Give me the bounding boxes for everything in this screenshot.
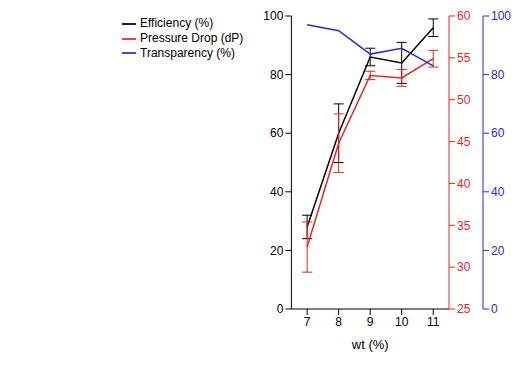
svg-text:9: 9: [367, 315, 374, 329]
svg-text:60: 60: [457, 9, 471, 23]
svg-text:40: 40: [270, 185, 284, 199]
html-text:Efficiency (%): Efficiency (%): [140, 16, 214, 30]
svg-text:10: 10: [395, 315, 409, 329]
html-text:Transparency (%): Transparency (%): [140, 45, 235, 60]
svg-text:20: 20: [270, 244, 284, 258]
svg-text:80: 80: [270, 68, 284, 82]
svg-text:50: 50: [457, 93, 471, 107]
svg-text:35: 35: [457, 219, 471, 233]
svg-text:0: 0: [491, 302, 498, 316]
svg-text:80: 80: [491, 68, 505, 82]
svg-text:45: 45: [457, 135, 471, 149]
svg-text:7: 7: [304, 315, 311, 329]
svg-text:25: 25: [457, 302, 471, 316]
svg-text:0: 0: [277, 302, 284, 316]
svg-text:wt (%): wt (%): [351, 337, 389, 352]
svg-text:100: 100: [491, 9, 511, 23]
svg-text:100: 100: [263, 9, 283, 23]
svg-text:55: 55: [457, 51, 471, 65]
svg-text:40: 40: [491, 185, 505, 199]
svg-text:8: 8: [335, 315, 342, 329]
svg-text:60: 60: [270, 126, 284, 140]
html-text:Pressure Drop (dP): Pressure Drop (dP): [140, 30, 244, 45]
svg-text:60: 60: [491, 126, 505, 140]
svg-text:30: 30: [457, 260, 471, 274]
svg-text:40: 40: [457, 177, 471, 191]
svg-text:20: 20: [491, 244, 505, 258]
svg-text:11: 11: [427, 315, 440, 329]
